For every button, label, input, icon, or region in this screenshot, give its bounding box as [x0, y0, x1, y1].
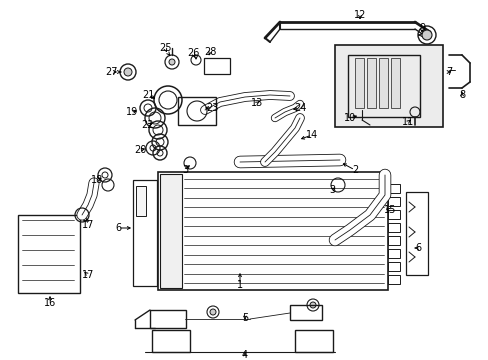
- Text: 17: 17: [81, 220, 94, 230]
- Bar: [387, 249, 399, 258]
- Circle shape: [421, 30, 431, 40]
- Bar: [294, 330, 332, 352]
- Bar: [334, 45, 442, 127]
- Text: 17: 17: [81, 270, 94, 280]
- Text: 26: 26: [186, 48, 199, 58]
- Text: 11: 11: [401, 117, 413, 127]
- Text: 20: 20: [134, 145, 146, 155]
- Text: 5: 5: [242, 313, 247, 323]
- Text: 10: 10: [343, 113, 355, 123]
- Bar: [387, 262, 399, 271]
- Text: 7: 7: [445, 67, 451, 77]
- Text: 28: 28: [203, 47, 216, 57]
- Text: 23: 23: [205, 103, 218, 113]
- Bar: [203, 58, 229, 74]
- Bar: [378, 58, 387, 108]
- Text: 24: 24: [293, 103, 305, 113]
- Bar: [387, 236, 399, 245]
- Bar: [150, 310, 185, 328]
- Bar: [387, 275, 399, 284]
- Bar: [405, 192, 427, 275]
- Circle shape: [169, 59, 175, 65]
- Text: 19: 19: [125, 107, 138, 117]
- Bar: [178, 97, 216, 125]
- Bar: [152, 330, 190, 352]
- Text: 3: 3: [182, 165, 188, 175]
- Text: 21: 21: [142, 90, 154, 100]
- Text: 13: 13: [250, 98, 263, 108]
- Text: 9: 9: [418, 23, 424, 33]
- Bar: [133, 180, 157, 286]
- Bar: [136, 186, 146, 216]
- Text: 15: 15: [383, 205, 395, 215]
- Text: 12: 12: [353, 10, 366, 20]
- Bar: [160, 174, 182, 288]
- Text: 2: 2: [351, 165, 357, 175]
- Text: 4: 4: [242, 350, 247, 360]
- Text: 16: 16: [44, 298, 56, 308]
- Text: 6: 6: [115, 223, 121, 233]
- Bar: [390, 58, 399, 108]
- Circle shape: [309, 302, 315, 308]
- Text: 27: 27: [105, 67, 118, 77]
- Text: 3: 3: [328, 185, 334, 195]
- Text: 18: 18: [91, 175, 103, 185]
- Bar: [387, 210, 399, 219]
- Bar: [289, 305, 321, 320]
- Circle shape: [124, 68, 132, 76]
- Bar: [387, 197, 399, 206]
- Text: 1: 1: [237, 280, 243, 290]
- Bar: [347, 55, 419, 117]
- Text: 14: 14: [305, 130, 318, 140]
- Text: 8: 8: [458, 90, 464, 100]
- Bar: [354, 58, 363, 108]
- Text: 25: 25: [159, 43, 171, 53]
- Circle shape: [209, 309, 216, 315]
- Bar: [18, 215, 80, 293]
- Bar: [366, 58, 375, 108]
- Text: 6: 6: [414, 243, 420, 253]
- Text: 22: 22: [142, 120, 154, 130]
- Bar: [387, 223, 399, 232]
- Bar: [387, 184, 399, 193]
- Bar: [158, 172, 387, 290]
